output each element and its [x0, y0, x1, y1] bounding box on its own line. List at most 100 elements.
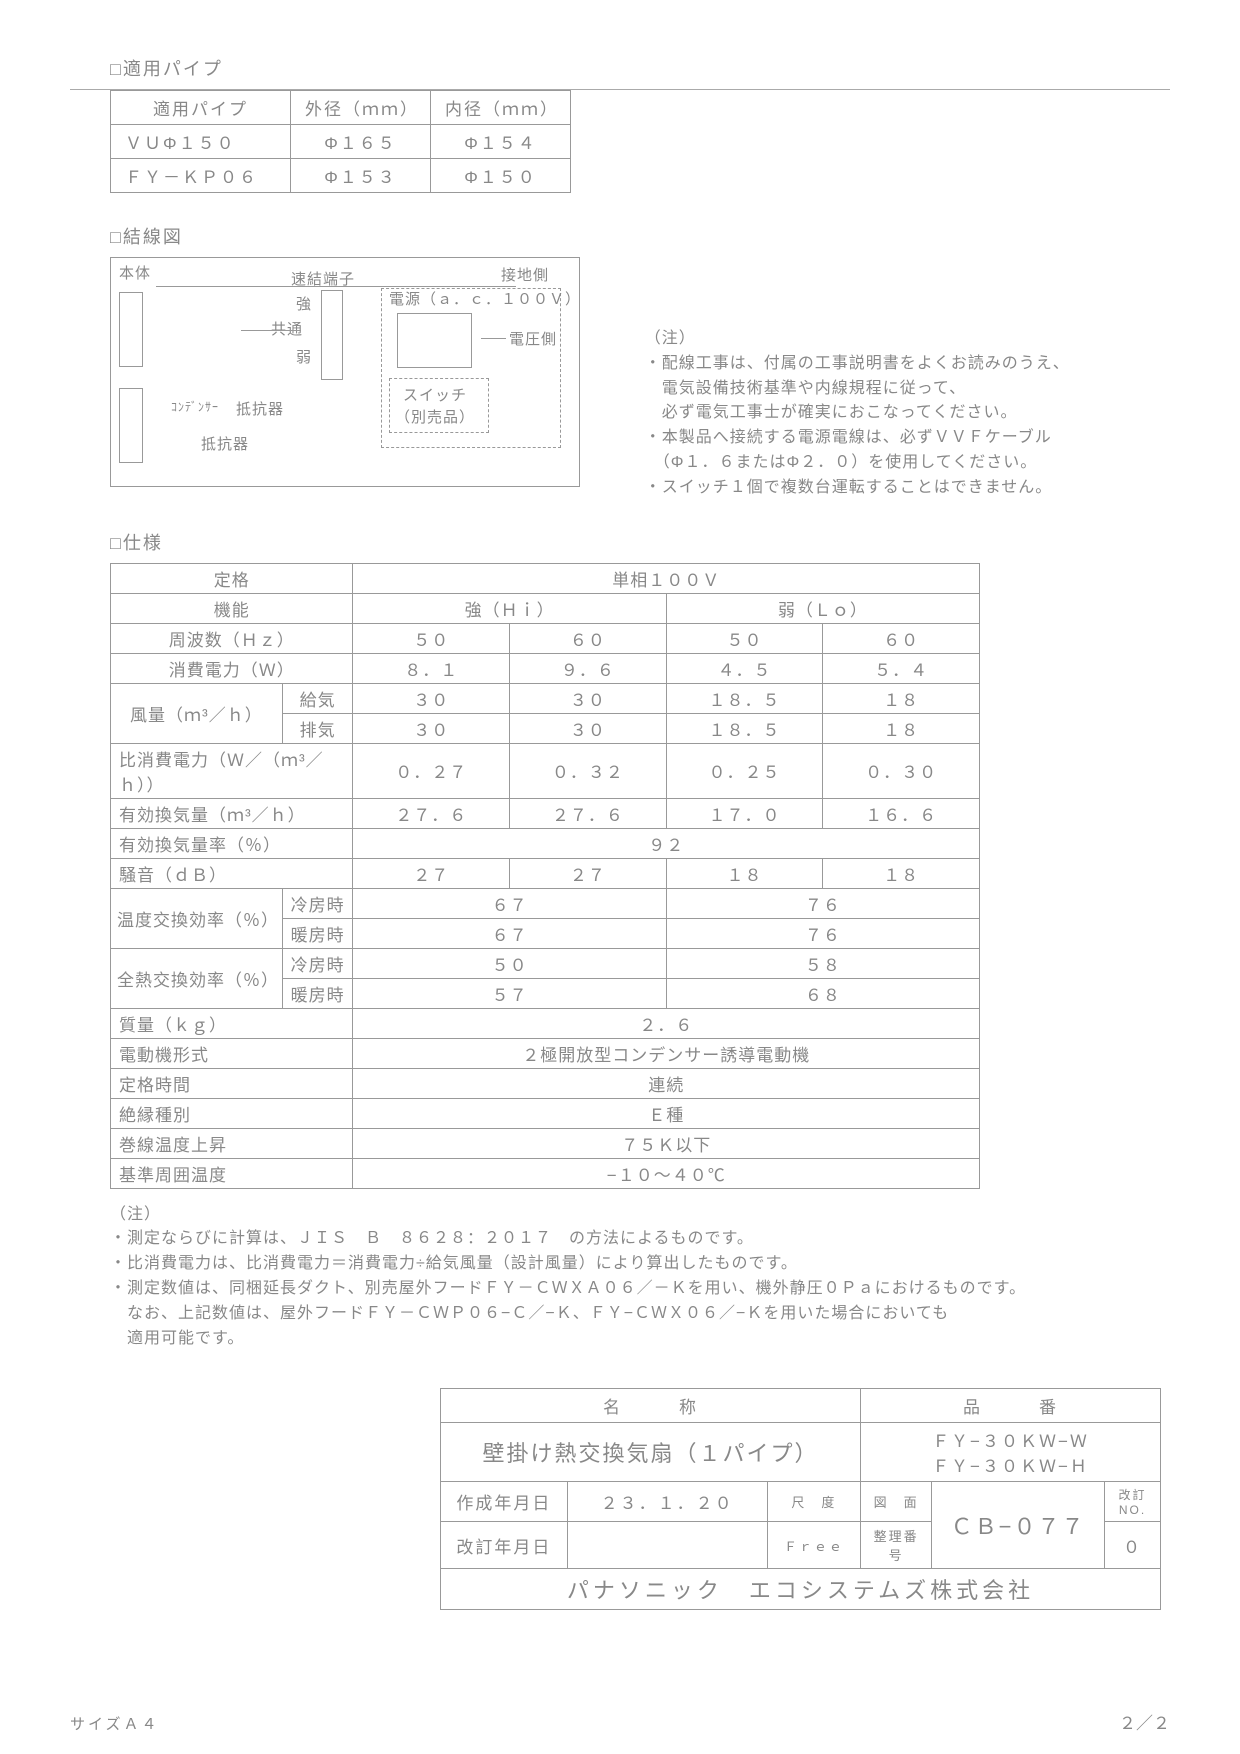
f00: ３０	[353, 683, 510, 713]
w-earth: 接地側	[501, 264, 549, 285]
spec-section-label: □仕様	[110, 529, 1170, 555]
wn2: 必ず電気工事士が確実におこなってください。	[645, 401, 1070, 426]
wn3: ・本製品へ接続する電源電線は、必ずＶＶＦケーブル	[645, 426, 1070, 451]
spc-lbl: 比消費電力（Ｗ／（ｍ³／ｈ））	[111, 743, 353, 798]
pipe-r0c1: Φ１６５	[291, 125, 431, 159]
flow-lbl: 風量（ｍ³／ｈ）	[111, 683, 283, 743]
er-lbl: 有効換気量率（％）	[111, 828, 353, 858]
tb-rev-lbl: 改訂年月日	[441, 1522, 568, 1569]
pipe-h0: 適用パイプ	[111, 91, 291, 125]
pow-lbl: 消費電力（Ｗ）	[111, 653, 353, 683]
n2: １８	[666, 858, 823, 888]
pipe-r0c0: ＶＵΦ１５０	[111, 125, 291, 159]
spec-notes-title: （注）	[110, 1203, 1170, 1228]
tb-revno-lbl: 改訂NO.	[1105, 1482, 1161, 1522]
wiring-diagram: 本体 速結端子 強 共通 弱 ｺﾝﾃﾞﾝｻｰ 抵抗器 抵抗器 接地側 電源（ａ．…	[110, 257, 580, 487]
tb-scale-val: 図 面	[861, 1482, 932, 1522]
f02: １８．５	[666, 683, 823, 713]
w-res2: 抵抗器	[201, 433, 249, 454]
freq3: ６０	[823, 623, 980, 653]
tb-name: 壁掛け熱交換気扇（１パイプ）	[441, 1423, 861, 1482]
tot00: ５０	[353, 948, 666, 978]
tot10: ５７	[353, 978, 666, 1008]
tb-control: ＣＢ−０７７	[932, 1482, 1105, 1569]
wn1: 電気設備技術基準や内線規程に従って、	[645, 377, 1070, 402]
footer-size: サイズＡ４	[70, 1713, 160, 1734]
w-weak: 弱	[296, 346, 312, 367]
pipe-section-label: □適用パイプ	[110, 55, 1170, 81]
freq0: ５０	[353, 623, 510, 653]
f13: １８	[823, 713, 980, 743]
time-lbl: 定格時間	[111, 1068, 353, 1098]
freq-lbl: 周波数（Ｈｚ）	[111, 623, 353, 653]
tb-scale-lbl: 尺 度	[767, 1482, 860, 1522]
noise-lbl: 騒音（ｄＢ）	[111, 858, 353, 888]
footer-page: ２／２	[1119, 1709, 1170, 1734]
tex00: ６７	[353, 888, 666, 918]
w-terminal: 速結端子	[291, 268, 355, 289]
pipe-h1: 外径（ｍｍ）	[291, 91, 431, 125]
sn2: ・測定数値は、同梱延長ダクト、別売屋外フードＦＹ－ＣＷＸＡ０６／－Ｋを用い、機外…	[110, 1277, 1170, 1302]
freq1: ６０	[510, 623, 667, 653]
tex10: ６７	[353, 918, 666, 948]
wn5: ・スイッチ１個で複数台運転することはできません。	[645, 476, 1070, 501]
motor-lbl: 電動機形式	[111, 1038, 353, 1068]
title-block: 名 称 品 番 壁掛け熱交換気扇（１パイプ） ＦＹ−３０ＫＷ−Ｗ ＦＹ−３０ＫＷ…	[440, 1388, 1161, 1610]
n1: ２７	[510, 858, 667, 888]
tb-part-hdr: 品 番	[861, 1389, 1161, 1423]
func-weak: 弱（Ｌｏ）	[666, 593, 979, 623]
ev1: ２７．６	[510, 798, 667, 828]
s1: ０．３２	[510, 743, 667, 798]
pow2: ４．５	[666, 653, 823, 683]
coil-val: ７５Ｋ以下	[353, 1128, 980, 1158]
pow1: ９．６	[510, 653, 667, 683]
w-body: 本体	[119, 262, 151, 283]
amb-lbl: 基準周囲温度	[111, 1158, 353, 1188]
w-strong: 強	[296, 293, 312, 314]
wn0: ・配線工事は、付属の工事説明書をよくお読みのうえ、	[645, 352, 1070, 377]
pipe-r1c1: Φ１５３	[291, 159, 431, 193]
tb-revno: ０	[1105, 1522, 1161, 1569]
wiring-notes-title: （注）	[645, 327, 1070, 352]
motor-val: ２極開放型コンデンサー誘導電動機	[353, 1038, 980, 1068]
tot-s1: 暖房時	[282, 978, 353, 1008]
tot11: ６８	[666, 978, 979, 1008]
s2: ０．２５	[666, 743, 823, 798]
tb-created-lbl: 作成年月日	[441, 1482, 568, 1522]
amb-val: −１０〜４０℃	[353, 1158, 980, 1188]
freq2: ５０	[666, 623, 823, 653]
s0: ０．２７	[353, 743, 510, 798]
page-frame: □適用パイプ 適用パイプ 外径（ｍｍ） 内径（ｍｍ） ＶＵΦ１５０ Φ１６５ Φ…	[70, 45, 1170, 1665]
pipe-r0c2: Φ１５４	[431, 125, 571, 159]
w-power: 電源（ａ．ｃ．１００Ｖ）	[389, 288, 579, 309]
pow3: ５．４	[823, 653, 980, 683]
tb-company: パナソニック エコシステムズ株式会社	[441, 1569, 1161, 1610]
w-common: 共通	[271, 318, 303, 339]
er-val: ９２	[353, 828, 980, 858]
w-switch: スイッチ	[403, 384, 467, 405]
tex-s1: 暖房時	[282, 918, 353, 948]
ins-lbl: 絶縁種別	[111, 1098, 353, 1128]
sn3: なお、上記数値は、屋外フードＦＹ－ＣＷＰ０６−Ｃ／−Ｋ、ＦＹ−ＣＷＸ０６／−Ｋを…	[110, 1302, 1170, 1327]
wn4: （Φ１．６またはΦ２．０）を使用してください。	[645, 451, 1070, 476]
wiring-section-label: □結線図	[110, 223, 1170, 249]
func-strong: 強（Ｈｉ）	[353, 593, 666, 623]
tb-name-hdr: 名 称	[441, 1389, 861, 1423]
mass-lbl: 質量（ｋｇ）	[111, 1008, 353, 1038]
ev0: ２７．６	[353, 798, 510, 828]
f03: １８	[823, 683, 980, 713]
ev2: １７．０	[666, 798, 823, 828]
ins-val: Ｅ種	[353, 1098, 980, 1128]
sn4: 適用可能です。	[110, 1327, 1170, 1352]
n0: ２７	[353, 858, 510, 888]
f01: ３０	[510, 683, 667, 713]
tot-lbl: 全熱交換効率（％）	[111, 948, 283, 1008]
tb-part1: ＦＹ−３０ＫＷ−Ｈ	[871, 1452, 1150, 1477]
flow-sub1: 排気	[282, 713, 353, 743]
sn0: ・測定ならびに計算は、ＪＩＳ Ｂ ８６２８：２０１７ の方法によるものです。	[110, 1227, 1170, 1252]
mass-val: ２．６	[353, 1008, 980, 1038]
coil-lbl: 巻線温度上昇	[111, 1128, 353, 1158]
wiring-notes: （注） ・配線工事は、付属の工事説明書をよくお読みのうえ、 電気設備技術基準や内…	[645, 327, 1070, 501]
w-sold: （別売品）	[395, 406, 475, 427]
pipe-r1c0: ＦＹ－ＫＰ０６	[111, 159, 291, 193]
